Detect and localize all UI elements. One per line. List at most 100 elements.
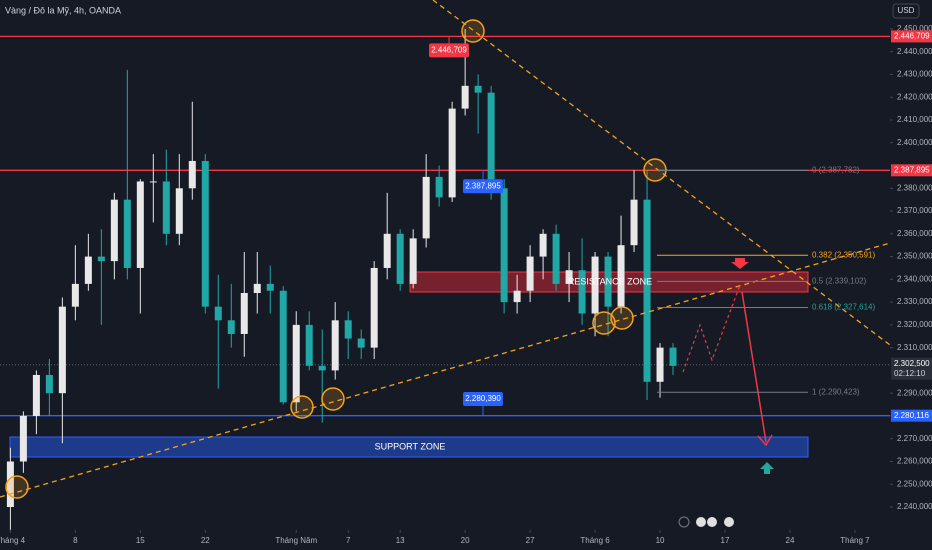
x-tick-label: Tháng 4 bbox=[0, 536, 26, 545]
y-tick-label: 2.430,000 bbox=[897, 70, 932, 79]
candle-body bbox=[19, 415, 27, 462]
last-price-label: 2.302,500 bbox=[894, 359, 930, 368]
candle-body bbox=[461, 85, 469, 109]
candle-body bbox=[84, 256, 92, 284]
y-tick-label: 2.360,000 bbox=[897, 229, 932, 238]
y-tick-label: 2.270,000 bbox=[897, 434, 932, 443]
candle-body bbox=[32, 374, 40, 416]
y-tick-label: 2.240,000 bbox=[897, 502, 932, 511]
chart-title: Vàng / Đô la Mỹ, 4h, OANDA bbox=[5, 5, 121, 15]
candle-body bbox=[630, 199, 638, 246]
icon bbox=[707, 517, 717, 527]
y-tick-label: 2.420,000 bbox=[897, 92, 932, 101]
candle-body bbox=[383, 233, 391, 268]
y-tick-label: 2.310,000 bbox=[897, 343, 932, 352]
icons bbox=[678, 516, 734, 528]
candle-body bbox=[58, 306, 66, 394]
currency-box bbox=[892, 3, 920, 19]
currency: USD bbox=[898, 6, 915, 15]
y-tick-label: 2.450,000 bbox=[897, 24, 932, 33]
candle-body bbox=[6, 461, 14, 508]
candle-body bbox=[539, 233, 547, 257]
zone-label: RESISTANCE ZONE bbox=[568, 276, 652, 286]
candle-body bbox=[526, 256, 534, 291]
up-arrow bbox=[760, 462, 774, 474]
chart-label-box bbox=[463, 392, 503, 407]
candle-body bbox=[617, 245, 625, 307]
y-tick-label: 2.320,000 bbox=[897, 320, 932, 329]
candle-body bbox=[422, 176, 430, 239]
price-label-box bbox=[891, 409, 932, 422]
candle-body bbox=[266, 283, 274, 291]
candle-body bbox=[292, 324, 300, 403]
candle-body bbox=[136, 181, 144, 268]
y-tick-label: 2.350,000 bbox=[897, 252, 932, 261]
candle-body bbox=[188, 160, 196, 189]
y-tick-label: 2.400,000 bbox=[897, 138, 932, 147]
candle-body bbox=[45, 374, 53, 394]
circle bbox=[5, 475, 29, 499]
icon bbox=[678, 516, 690, 528]
price-label: 2.446,709 bbox=[894, 32, 930, 41]
circle bbox=[321, 387, 345, 411]
y-tick-label: 2.260,000 bbox=[897, 457, 932, 466]
candle-body bbox=[552, 233, 560, 284]
candle-body bbox=[97, 256, 105, 262]
candle-body bbox=[253, 283, 261, 294]
circle bbox=[290, 395, 314, 419]
candle-body bbox=[487, 92, 495, 189]
circle bbox=[461, 19, 485, 43]
projection-path bbox=[682, 284, 741, 373]
x-tick-label: 17 bbox=[721, 536, 730, 545]
candle-body bbox=[370, 267, 378, 348]
x-tick-label: 27 bbox=[526, 536, 535, 545]
y-tick-label: 2.340,000 bbox=[897, 274, 932, 283]
candle-body bbox=[279, 290, 287, 403]
background-layer bbox=[0, 35, 890, 417]
candle-body bbox=[513, 290, 521, 303]
candle-body bbox=[331, 320, 339, 371]
candle-body bbox=[435, 176, 443, 198]
price-label: 2.280,116 bbox=[894, 411, 930, 420]
price-axis bbox=[890, 0, 932, 530]
x-tick-label: 15 bbox=[136, 536, 145, 545]
candle-body bbox=[578, 270, 586, 314]
y-tick-label: 2.370,000 bbox=[897, 206, 932, 215]
candle-body bbox=[396, 233, 404, 284]
candle-body bbox=[305, 324, 313, 366]
candle-body bbox=[656, 347, 664, 382]
chart-label: 2.280,390 bbox=[465, 394, 501, 403]
zone-label: SUPPORT ZONE bbox=[375, 441, 446, 451]
last-price-box bbox=[891, 357, 932, 380]
price-label-box bbox=[891, 164, 932, 177]
candle-body bbox=[591, 256, 599, 314]
candle-body bbox=[214, 306, 222, 321]
support-zone bbox=[9, 436, 809, 458]
x-tick-label: 13 bbox=[396, 536, 405, 545]
fib-label: 0.618 (2.327,614) bbox=[812, 303, 875, 312]
icon bbox=[696, 517, 706, 527]
x-tick-label: 24 bbox=[786, 536, 795, 545]
y-tick-label: 2.250,000 bbox=[897, 479, 932, 488]
y-tick-label: 2.290,000 bbox=[897, 388, 932, 397]
candle-body bbox=[71, 283, 79, 307]
circle-markers bbox=[5, 19, 667, 499]
candle-body bbox=[344, 320, 352, 339]
circle bbox=[592, 311, 616, 335]
y-tick-label: 2.330,000 bbox=[897, 297, 932, 306]
x-tick-label: 20 bbox=[461, 536, 470, 545]
candle-body bbox=[175, 188, 183, 234]
circle bbox=[610, 306, 634, 330]
chart-label-box bbox=[463, 179, 503, 194]
candle-body bbox=[201, 160, 209, 307]
candle-body bbox=[604, 256, 612, 307]
trend-line bbox=[0, 242, 891, 498]
countdown: 02:12:10 bbox=[894, 369, 926, 378]
candle-body bbox=[357, 338, 365, 348]
fib-label: 0.5 (2.339,102) bbox=[812, 276, 867, 285]
fib-label: 0.382 (2.350,591) bbox=[812, 250, 875, 259]
fib-label: 0 (2.387,782) bbox=[812, 166, 860, 175]
candle-body bbox=[409, 238, 417, 284]
price-label-box bbox=[891, 30, 932, 43]
